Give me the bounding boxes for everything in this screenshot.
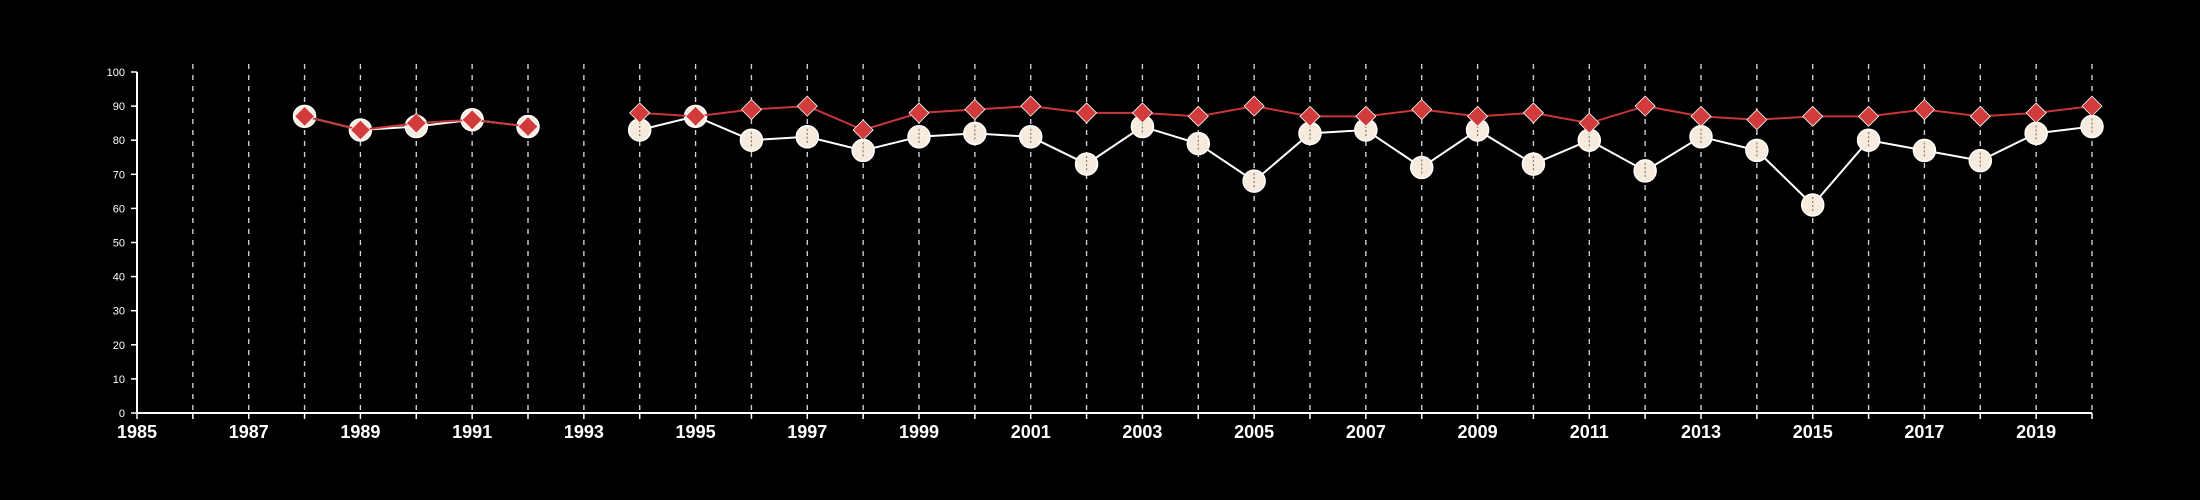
x-tick-label-2017: 2017 <box>1904 422 1944 442</box>
series-1-point-2001 <box>1018 125 1043 149</box>
y-tick-label-100: 100 <box>107 67 125 79</box>
series-1-point-2019 <box>2024 121 2048 146</box>
x-tick-label-2015: 2015 <box>1793 422 1833 442</box>
x-tick-label-1993: 1993 <box>564 422 604 442</box>
series-2-point-1997 <box>796 95 818 117</box>
series-1-point-2009 <box>1465 118 1490 142</box>
x-tick-label-2011: 2011 <box>1570 422 1609 442</box>
y-tick-label-20: 20 <box>113 340 125 352</box>
series-2-point-2008 <box>1411 98 1433 121</box>
series-2-point-2002 <box>1076 102 1098 124</box>
series-1-point-2010 <box>1521 152 1546 176</box>
series-2-point-1989 <box>349 119 371 141</box>
series-2-point-2012 <box>1634 95 1656 117</box>
series-2-point-2004 <box>1187 105 1209 127</box>
series-1-point-2017 <box>1912 138 1937 163</box>
series-2-point-2003 <box>1131 102 1153 124</box>
series-2-point-1990 <box>405 112 427 134</box>
y-tick-label-0: 0 <box>119 408 125 420</box>
axes: 0 10 20 30 40 50 60 70 80 90 100 1985 1987 1989 1991 19… <box>107 67 2093 442</box>
x-tick-label-2003: 2003 <box>1122 422 1162 442</box>
series-2-point-2014 <box>1746 109 1768 131</box>
series-2-point-2007 <box>1355 105 1377 127</box>
series-2-point-2000 <box>964 98 986 121</box>
series-2-point-1991 <box>461 109 483 131</box>
series-2-point-2005 <box>1243 95 1265 117</box>
series-1-point-2002 <box>1074 152 1099 176</box>
series-2-point-1992 <box>517 115 539 138</box>
series-1-point-1996 <box>739 128 764 152</box>
series-2-point-2018 <box>1969 105 1991 127</box>
series-2-point-1995 <box>685 105 707 127</box>
series-2-point-2013 <box>1690 105 1712 127</box>
y-tick-label-60: 60 <box>113 203 125 215</box>
y-tick-label-30: 30 <box>113 306 125 318</box>
x-tick-label-2019: 2019 <box>2016 422 2056 442</box>
series-2-point-2019 <box>2025 102 2047 124</box>
series-1-point-2000 <box>963 121 987 146</box>
series-2-point-1988 <box>294 105 316 127</box>
series-2-point-2017 <box>1913 98 1935 121</box>
y-tick-label-50: 50 <box>113 238 125 250</box>
series-2-point-2015 <box>1802 105 1824 127</box>
series-2 <box>294 95 2103 141</box>
series-2-point-2011 <box>1578 112 1600 134</box>
x-tick-label-1985: 1985 <box>117 422 157 442</box>
series-2-point-1998 <box>852 119 874 141</box>
series-2-point-1994 <box>629 102 651 124</box>
series-1-point-2020 <box>2080 114 2104 139</box>
series-1-point-1999 <box>907 125 931 149</box>
y-tick-label-80: 80 <box>113 135 125 147</box>
series-1-point-2004 <box>1186 131 1211 156</box>
x-tick-label-1989: 1989 <box>340 422 380 442</box>
series-1-point-2015 <box>1800 193 1825 217</box>
x-tick-label-2007: 2007 <box>1346 422 1386 442</box>
series-1-point-2012 <box>1633 159 1657 183</box>
x-tick-label-1991: 1991 <box>452 422 492 442</box>
x-tick-label-1997: 1997 <box>787 422 827 442</box>
series-1-point-2018 <box>1968 148 1993 173</box>
y-tick-label-70: 70 <box>113 169 125 181</box>
series-1-point-2007 <box>1354 118 1378 142</box>
x-tick-label-1987: 1987 <box>229 422 269 442</box>
series-2-point-1999 <box>908 102 930 124</box>
series-layer <box>292 95 2104 217</box>
x-tick-label-2005: 2005 <box>1234 422 1274 442</box>
x-tick-label-2009: 2009 <box>1458 422 1498 442</box>
series-1-point-1994 <box>627 118 652 142</box>
series-1-point-2013 <box>1689 125 1713 149</box>
x-tick-label-1995: 1995 <box>676 422 716 442</box>
y-tick-label-90: 90 <box>113 101 125 113</box>
x-tick-label-2013: 2013 <box>1681 422 1721 442</box>
series-1-point-2005 <box>1242 169 1266 193</box>
series-2-point-2010 <box>1522 102 1544 124</box>
series-2-point-2006 <box>1299 105 1321 127</box>
series-2-point-2001 <box>1020 95 1042 117</box>
y-tick-label-10: 10 <box>113 374 125 386</box>
x-tick-label-2001: 2001 <box>1011 422 1051 442</box>
series-1-point-1998 <box>851 138 875 163</box>
series-1-point-2008 <box>1409 155 1434 180</box>
series-1-point-2016 <box>1856 128 1881 152</box>
series-2-point-2016 <box>1858 105 1880 127</box>
series-1-point-1997 <box>795 125 820 149</box>
series-1-point-2014 <box>1745 138 1769 163</box>
series-2-point-2020 <box>2081 95 2103 117</box>
series-2-point-1996 <box>740 98 762 121</box>
series-2-point-2009 <box>1467 105 1489 127</box>
y-tick-label-40: 40 <box>113 272 125 284</box>
x-tick-label-1999: 1999 <box>899 422 939 442</box>
